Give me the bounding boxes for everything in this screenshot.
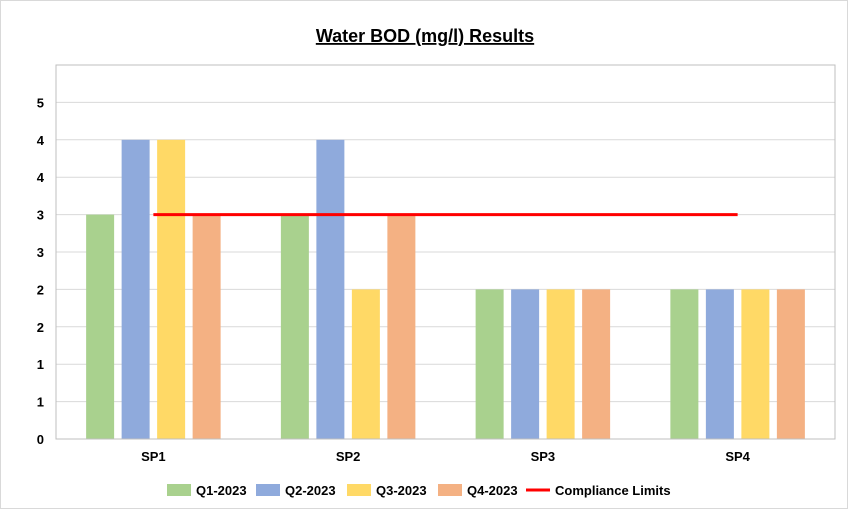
legend: Q1-2023 Q2-2023 Q3-2023 Q4-2023 Compliance L… (167, 483, 671, 498)
legend-label: Q1-2023 (196, 483, 247, 498)
y-tick-label: 4 (37, 133, 45, 148)
y-tick-label: 1 (37, 357, 44, 372)
y-tick-label: 4 (37, 170, 45, 185)
bar (86, 214, 115, 439)
bar (316, 139, 345, 440)
legend-swatch (256, 484, 280, 496)
bar (351, 289, 380, 439)
bar (741, 289, 770, 439)
x-tick-label: SP1 (141, 449, 166, 464)
legend-swatch (347, 484, 371, 496)
bar (157, 139, 186, 440)
y-axis-ticks: 0 1 1 2 2 3 3 4 4 5 (37, 95, 45, 447)
y-tick-label: 2 (37, 282, 44, 297)
legend-label: Q2-2023 (285, 483, 336, 498)
legend-label: Compliance Limits (555, 483, 671, 498)
y-tick-label: 1 (37, 395, 44, 410)
chart-title: Water BOD (mg/l) Results (316, 26, 534, 46)
y-tick-label: 5 (37, 95, 44, 110)
bar (387, 214, 416, 439)
bar (546, 289, 575, 439)
legend-label: Q3-2023 (376, 483, 427, 498)
bars (86, 139, 805, 440)
x-tick-label: SP4 (725, 449, 750, 464)
bar (776, 289, 805, 439)
bar (192, 214, 221, 439)
legend-swatch (167, 484, 191, 496)
y-tick-label: 2 (37, 320, 44, 335)
bar (121, 139, 150, 440)
plot-area-border (55, 64, 836, 440)
y-tick-label: 3 (37, 208, 44, 223)
bar (582, 289, 611, 439)
bar (475, 289, 504, 439)
bar (280, 214, 309, 439)
x-tick-label: SP3 (531, 449, 556, 464)
y-tick-label: 3 (37, 245, 44, 260)
x-axis-ticks: SP1 SP2 SP3 SP4 (141, 449, 751, 464)
bar (670, 289, 699, 439)
legend-swatch (438, 484, 462, 496)
legend-label: Q4-2023 (467, 483, 518, 498)
x-tick-label: SP2 (336, 449, 361, 464)
y-tick-label: 0 (37, 432, 44, 447)
bar (705, 289, 734, 439)
bar (511, 289, 540, 439)
